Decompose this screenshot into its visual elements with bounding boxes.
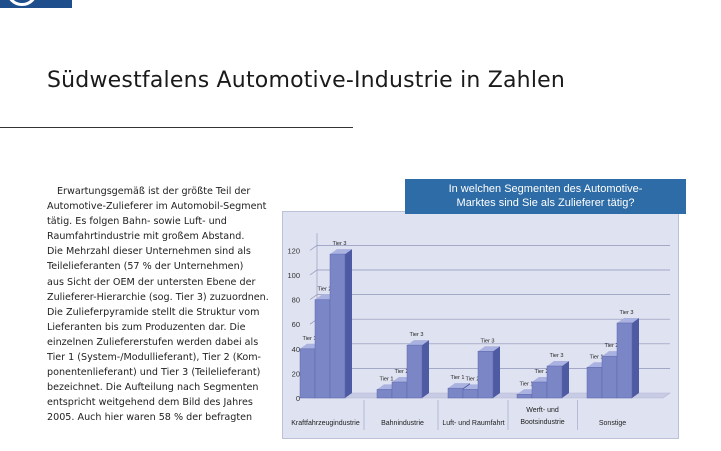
body-text-line: Erwartungsgemäß ist der größte Teil der (57, 186, 251, 197)
bar-series-label: Tier 1 (519, 381, 533, 387)
bar (406, 340, 429, 399)
bar (477, 346, 500, 399)
x-category-label: Werft- und (526, 407, 559, 414)
body-text-line: Lieferanten bis zum Produzenten dar. Die (47, 321, 246, 333)
y-tick-label: 20 (292, 369, 300, 378)
x-category-label: Luft- und Raumfahrt (442, 420, 504, 427)
bar-series-label: Tier 2 (317, 287, 331, 293)
body-text-line: Raumfahrtindustrie mit großem Abstand. (47, 231, 245, 243)
gridline (309, 269, 670, 276)
y-tick-label: 0 (296, 394, 300, 403)
body-text-line: einzelnen Zuliefererstufen werden dabei … (47, 336, 259, 348)
x-category-label: Bahnindustrie (381, 420, 424, 427)
x-category-label: Kraftfahrzeugindustrie (291, 420, 360, 427)
bar-series-label: Tier 1 (589, 354, 603, 360)
bar-series-label: Tier 3 (619, 310, 633, 316)
body-text-line: entspricht weitgehend dem Bild des Jahre… (47, 397, 253, 409)
chart-title: In welchen Segmenten des Automotive- Mark… (405, 179, 686, 214)
page-title: Südwestfalens Automotive-Industrie in Za… (47, 68, 566, 93)
bar-series-label: Tier 2 (465, 376, 479, 382)
x-category-label: Sonstige (599, 420, 626, 427)
bar-series-label: Tier 3 (549, 353, 563, 359)
bar-series-label: Tier 1 (450, 375, 464, 381)
body-text-line: Tier 1 (System-/Modullieferant), Tier 2 … (47, 352, 262, 364)
y-tick-label: 100 (287, 271, 300, 280)
bar (616, 317, 639, 399)
body-text-line: Teilelieferanten (57 % der Unternehmen) (47, 261, 244, 273)
body-text-line: Die Mehrzahl dieser Unternehmen sind als (47, 246, 251, 258)
bar-series-label: Tier 1 (302, 336, 316, 342)
y-tick-label: 80 (292, 296, 300, 305)
brand-logo (0, 0, 72, 8)
gridline (309, 294, 670, 300)
bar-series-label: Tier 3 (409, 332, 423, 338)
bar-series-label: Tier 2 (394, 369, 408, 375)
logo-ring-icon (6, 0, 38, 6)
body-text-line: 2005. Auch hier waren 58 % der befragten (47, 412, 253, 424)
y-tick-label: 40 (292, 345, 300, 354)
bar-series-label: Tier 2 (534, 369, 548, 375)
gridline (309, 318, 670, 325)
body-text-line: aus Sicht der OEM der untersten Ebene de… (47, 276, 256, 288)
body-text-line: ponentenlieferant) und Tier 3 (Teilelief… (47, 367, 261, 379)
gridline (309, 245, 670, 251)
body-text-line: bezeichnet. Die Aufteilung nach Segmente… (47, 382, 259, 394)
bar-series-label: Tier 2 (604, 343, 618, 349)
y-tick-label: 60 (292, 320, 300, 329)
chart-title-line: Marktes sind Sie als Zulieferer tätig? (456, 197, 635, 209)
bar (329, 249, 352, 399)
body-text-line: Die Zulieferpyramide stellt die Struktur… (47, 306, 260, 318)
body-text-line: Automotive-Zulieferer im Automobil-Segme… (47, 201, 267, 213)
body-paragraph: Erwartungsgemäß ist der größte Teil der A… (47, 184, 272, 426)
x-category-label: Bootsindustrie (520, 419, 564, 426)
y-tick-label: 120 (287, 246, 300, 255)
body-text-line: Zulieferer-Hierarchie (sog. Tier 3) zuzu… (47, 291, 269, 303)
chart-title-line: In welchen Segmenten des Automotive- (448, 183, 643, 195)
title-divider (0, 127, 353, 128)
bar-series-label: Tier 3 (480, 338, 494, 344)
body-text-line: tätig. Es folgen Bahn- sowie Luft- und (47, 216, 227, 228)
bar-series-label: Tier 1 (379, 376, 393, 382)
bar-series-label: Tier 3 (332, 241, 346, 247)
bar (546, 361, 569, 399)
